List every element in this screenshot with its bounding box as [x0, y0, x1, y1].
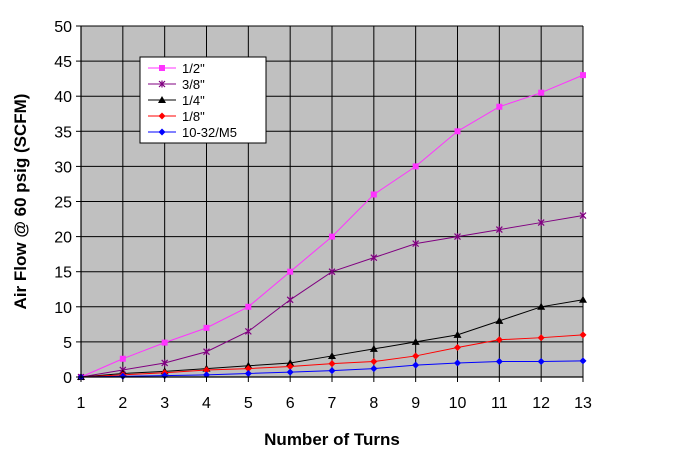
legend-label: 10-32/M5 — [182, 125, 237, 140]
data-point — [537, 358, 545, 366]
x-tick-label: 4 — [202, 395, 211, 412]
data-point — [328, 351, 336, 359]
data-point — [537, 219, 545, 227]
legend-label: 1/4" — [182, 93, 205, 108]
data-point — [579, 212, 587, 220]
series-group — [78, 72, 586, 380]
x-tick-label: 10 — [449, 395, 467, 412]
data-point — [579, 295, 587, 303]
data-point — [495, 358, 503, 366]
y-tick-label: 0 — [63, 370, 72, 387]
y-tick-label: 50 — [54, 19, 72, 36]
y-tick-label: 10 — [54, 300, 72, 317]
data-point — [244, 369, 252, 377]
data-point — [538, 89, 545, 96]
data-point — [203, 366, 210, 374]
legend-marker — [158, 96, 166, 103]
y-tick-label: 20 — [54, 230, 72, 247]
data-point — [286, 362, 294, 370]
y-tick-label: 30 — [54, 159, 72, 176]
x-tick-label: 11 — [491, 395, 508, 412]
y-tick-label: 45 — [54, 54, 72, 71]
data-point — [161, 339, 168, 346]
data-point — [328, 367, 336, 375]
data-point — [286, 368, 294, 376]
x-tick-label: 2 — [118, 395, 127, 412]
data-point — [370, 365, 378, 373]
y-axis-title: Air Flow @ 60 psig (SCFM) — [11, 94, 30, 310]
data-point — [412, 352, 420, 360]
data-point — [454, 344, 461, 352]
x-axis-title: Number of Turns — [264, 430, 400, 449]
x-tick-label: 5 — [244, 395, 253, 412]
legend-item: 1/2" — [148, 61, 205, 76]
x-tick-label: 3 — [160, 395, 169, 412]
series-group — [77, 357, 587, 381]
legend-marker — [159, 65, 165, 71]
data-point — [495, 316, 504, 324]
data-point — [244, 365, 252, 373]
y-tick-label: 40 — [54, 89, 72, 106]
legend-item: 10-32/M5 — [148, 125, 237, 140]
data-point — [161, 359, 169, 367]
x-tick-label: 8 — [369, 395, 378, 412]
y-tick-label: 25 — [54, 195, 72, 212]
data-point — [370, 254, 378, 262]
data-point — [119, 355, 126, 362]
data-point — [369, 344, 378, 352]
data-point — [412, 163, 419, 170]
x-tick-label: 6 — [286, 395, 295, 412]
data-point — [286, 296, 294, 304]
data-point — [203, 324, 210, 331]
data-point — [119, 372, 127, 380]
data-point — [245, 303, 252, 310]
legend-marker — [158, 128, 166, 136]
legend-item: 1/8" — [148, 109, 205, 124]
x-tick-label: 13 — [574, 395, 592, 412]
legend-marker — [158, 112, 166, 120]
data-point — [244, 327, 252, 335]
data-point — [203, 348, 210, 356]
data-point — [328, 268, 336, 276]
data-point — [537, 334, 545, 342]
data-point — [495, 226, 503, 234]
legend-item: 3/8" — [148, 77, 205, 92]
y-tick-label: 5 — [63, 335, 72, 352]
data-point — [370, 358, 378, 366]
data-point — [579, 331, 587, 339]
data-point — [579, 357, 587, 365]
series-layer — [77, 72, 587, 381]
x-tick-label: 9 — [411, 395, 420, 412]
data-point — [329, 233, 335, 240]
data-point — [286, 358, 295, 366]
data-point — [454, 128, 461, 135]
data-point — [495, 336, 503, 344]
legend-marker — [158, 80, 166, 88]
y-tick-label: 15 — [54, 265, 72, 282]
axes — [76, 25, 584, 382]
data-point — [454, 359, 461, 367]
data-point — [580, 72, 586, 79]
legend: 1/2"3/8"1/4"1/8"10-32/M5 — [139, 56, 267, 144]
data-point — [453, 330, 462, 338]
x-tick-label: 12 — [532, 395, 550, 412]
data-point — [411, 337, 420, 345]
data-point — [287, 268, 294, 275]
x-tick-label: 1 — [77, 395, 86, 412]
x-tick-label: 7 — [328, 395, 337, 412]
legend-label: 1/2" — [182, 61, 205, 76]
data-point — [370, 191, 377, 198]
data-point — [454, 233, 461, 241]
legend-item: 1/4" — [148, 93, 205, 108]
data-point — [412, 361, 420, 369]
legend-label: 3/8" — [182, 77, 205, 92]
y-tick-label: 35 — [54, 124, 72, 141]
data-point — [328, 360, 336, 368]
data-point — [412, 240, 420, 248]
data-point — [496, 103, 503, 110]
data-point — [537, 302, 546, 310]
legend-label: 1/8" — [182, 109, 205, 124]
